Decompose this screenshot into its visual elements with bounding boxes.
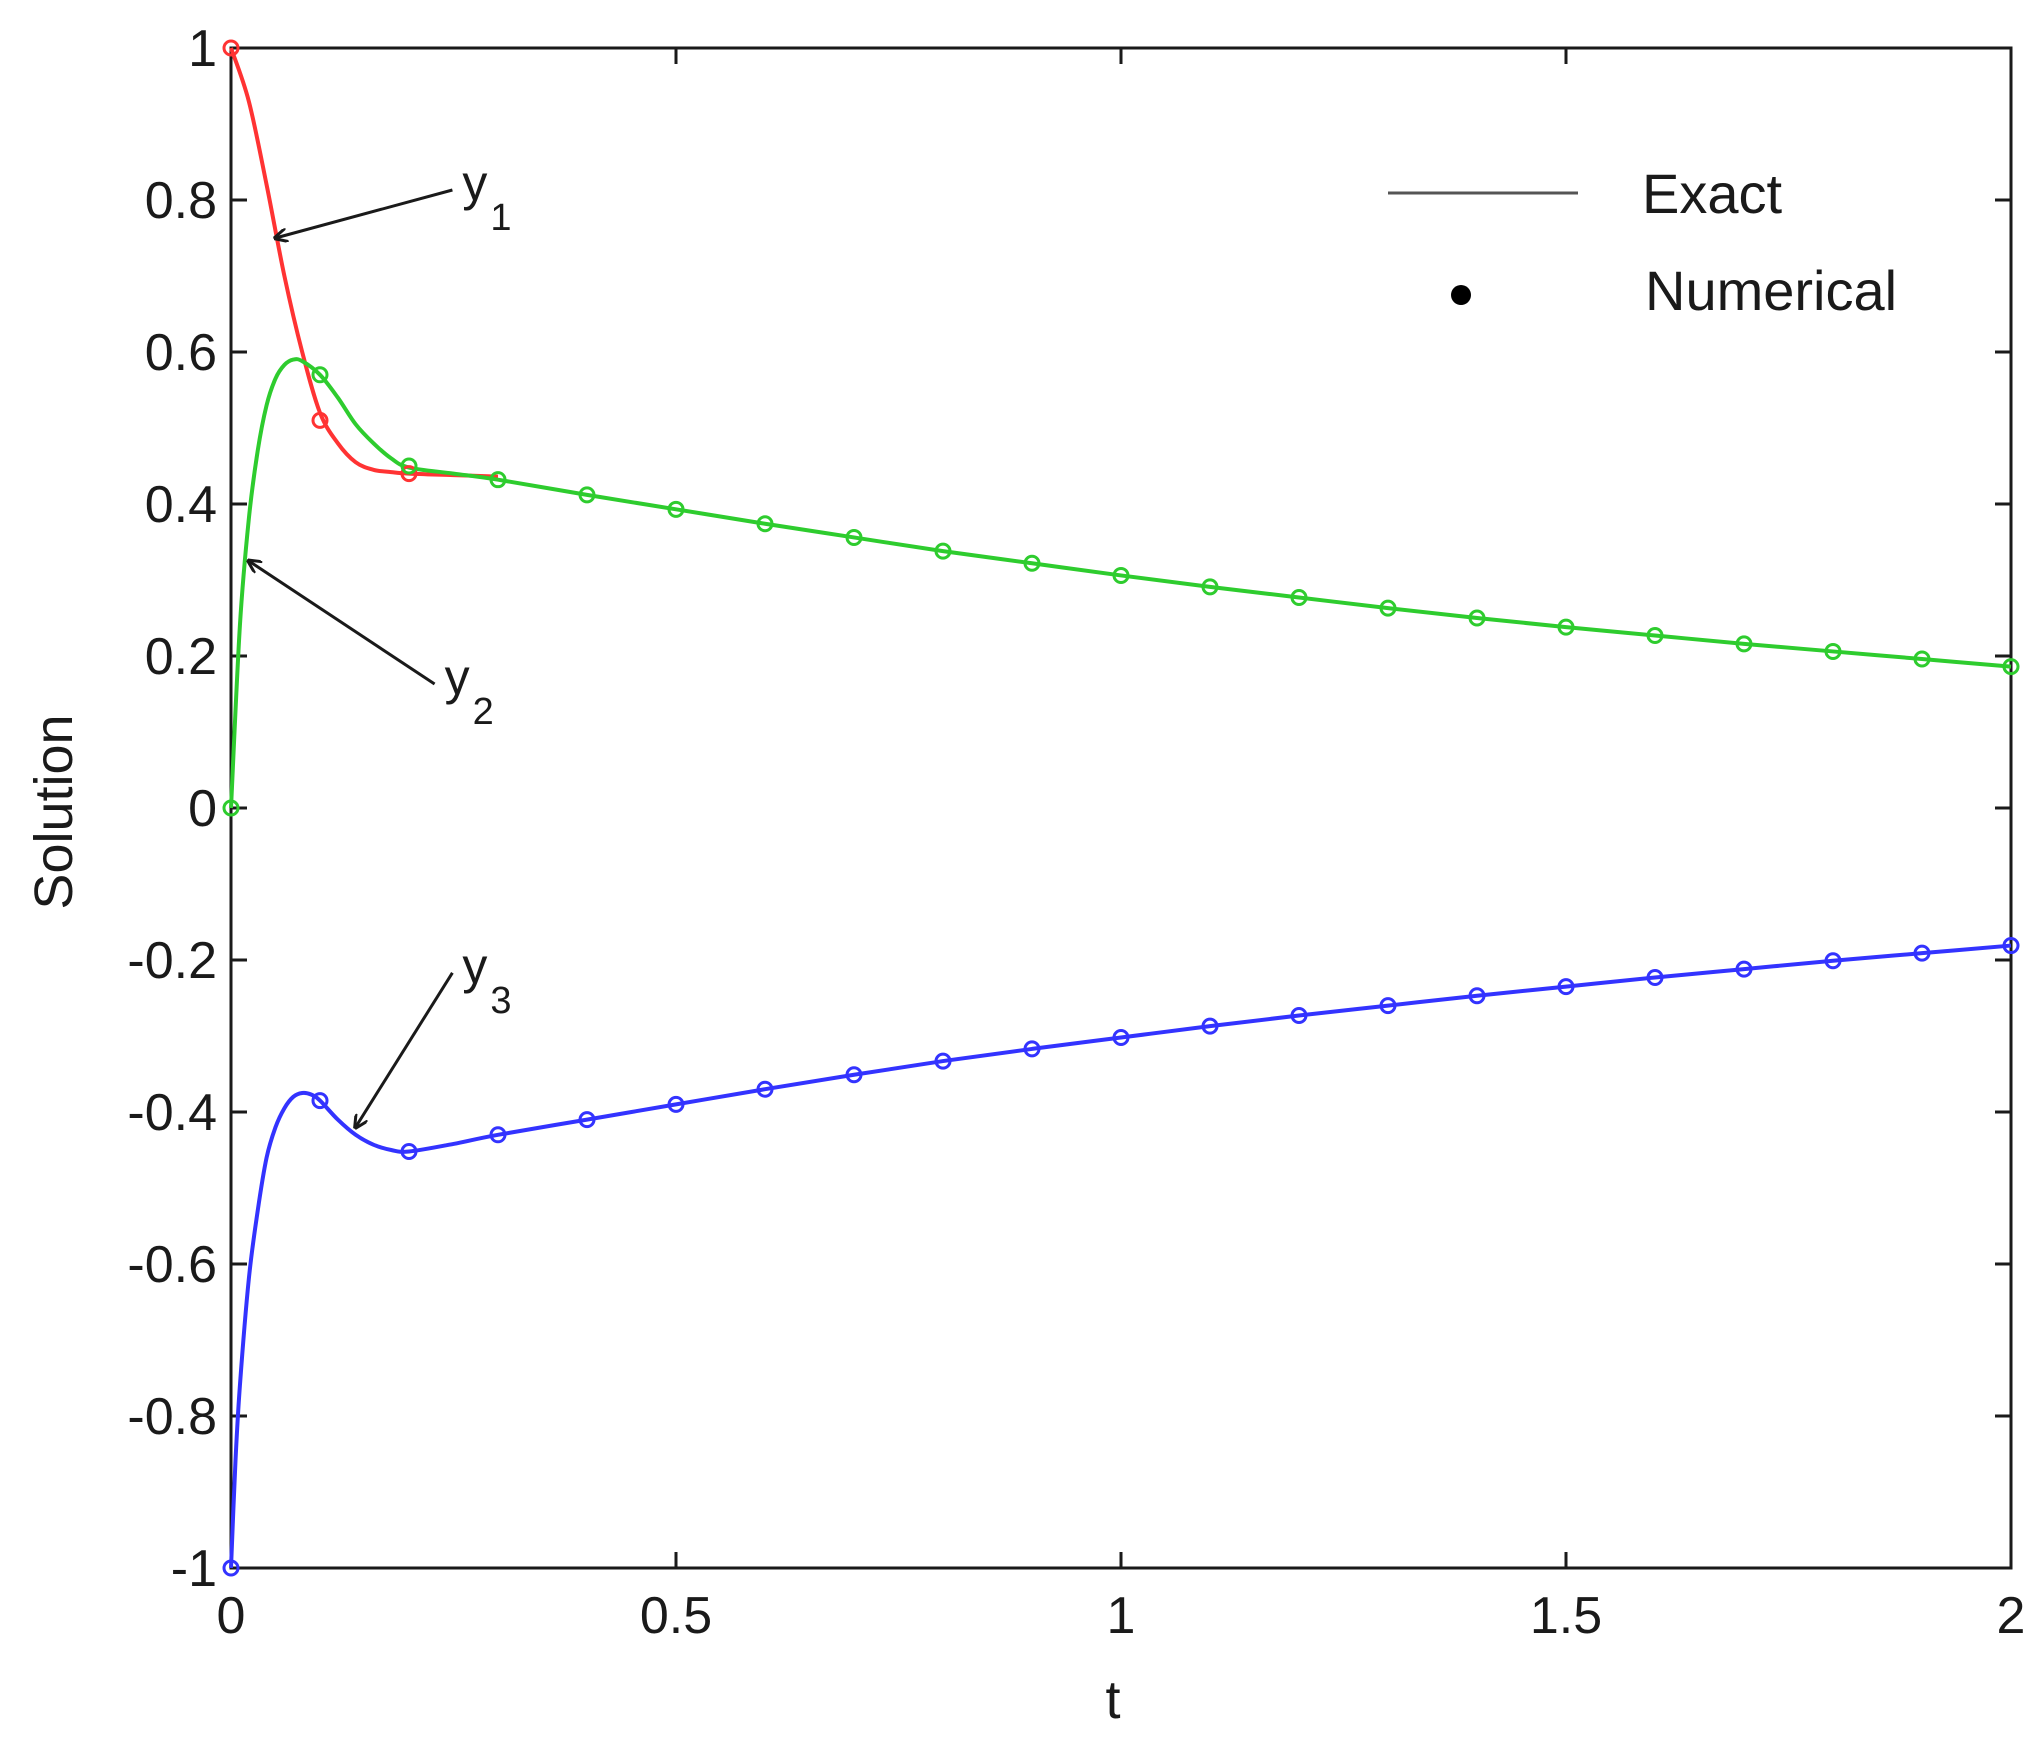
numerical-point-y2 [2002, 658, 2020, 676]
numerical-point-y2 [1557, 618, 1575, 636]
plot-area [229, 46, 2013, 1570]
numerical-point-y2 [667, 500, 685, 518]
annotation-label: y [462, 155, 487, 211]
numerical-point-y3 [1023, 1040, 1041, 1058]
legend-exact-label: Exact [1642, 162, 1782, 225]
numerical-point-y2 [1201, 578, 1219, 596]
numerical-point-y3 [667, 1095, 685, 1113]
numerical-point-y2 [1824, 642, 1842, 660]
x-tick-label: 2 [1997, 1587, 2026, 1645]
numerical-point-y2 [756, 515, 774, 533]
numerical-point-y3 [934, 1052, 952, 1070]
y-tick-label: -0.2 [127, 932, 217, 990]
numerical-point-y3 [489, 1126, 507, 1144]
x-tick-label: 1.5 [1530, 1587, 1602, 1645]
y-tick-label: -0.4 [127, 1084, 217, 1142]
annotation-label: y [462, 938, 487, 994]
numerical-point-y3 [400, 1143, 418, 1161]
y-tick-label: -0.6 [127, 1236, 217, 1294]
annotation-arrow [276, 188, 453, 238]
numerical-point-y2 [934, 542, 952, 560]
numerical-point-y3 [756, 1080, 774, 1098]
y-tick-label: 0.6 [145, 324, 217, 382]
x-tick-label: 0.5 [640, 1587, 712, 1645]
numerical-point-y3 [578, 1111, 596, 1129]
numerical-point-y3 [1557, 978, 1575, 996]
numerical-point-y2 [1290, 588, 1308, 606]
axis-ticks: 0 0.5 1 1.5 2 -1 -0.8 -0.6 -0.4 -0.2 0 0.2 0.4 0.6 0.8… [127, 20, 2025, 1645]
numerical-point-y2 [1646, 626, 1664, 644]
numerical-point-y3 [1379, 997, 1397, 1015]
y-tick-label: 0.2 [145, 628, 217, 686]
annotation-subscript: 1 [490, 197, 511, 239]
numerical-point-y2 [311, 366, 329, 384]
series-line-y3 [229, 943, 2012, 1569]
numerical-point-y1 [311, 411, 329, 429]
x-tick-label: 1 [1107, 1587, 1136, 1645]
legend: Exact Numerical [1388, 162, 1897, 322]
numerical-point-y3 [1112, 1029, 1130, 1047]
series-line-y2 [229, 357, 2012, 809]
numerical-point-y3 [1735, 960, 1753, 978]
x-axis-label: t [1105, 1670, 1120, 1730]
numerical-point-y2 [1913, 650, 1931, 668]
numerical-point-y3 [311, 1092, 329, 1110]
y-tick-label: 0.4 [145, 476, 217, 534]
y-axis-label: Solution [24, 714, 84, 909]
numerical-point-y1 [222, 39, 240, 57]
numerical-point-y2 [845, 528, 863, 546]
numerical-point-y3 [1646, 968, 1664, 986]
numerical-point-y2 [1468, 609, 1486, 627]
y-tick-label: -1 [171, 1540, 217, 1598]
y-tick-label: 0.8 [145, 172, 217, 230]
annotation-arrow [356, 972, 454, 1127]
y-tick-label: 0 [188, 780, 217, 838]
annotation-subscript: 2 [473, 691, 494, 733]
numerical-point-y3 [222, 1559, 240, 1577]
numerical-point-y3 [1290, 1006, 1308, 1024]
numerical-point-y3 [1201, 1017, 1219, 1035]
annotation-label: y [445, 649, 470, 705]
numerical-point-y2 [400, 457, 418, 475]
numerical-point-y2 [1379, 599, 1397, 617]
numerical-point-y3 [1913, 944, 1931, 962]
series-markers [222, 39, 2020, 1577]
y-tick-label: -0.8 [127, 1388, 217, 1446]
legend-numerical-swatch [1451, 285, 1471, 305]
numerical-point-y2 [222, 799, 240, 817]
numerical-point-y2 [489, 471, 507, 489]
numerical-point-y3 [1468, 987, 1486, 1005]
numerical-point-y2 [1112, 566, 1130, 584]
numerical-point-y3 [1824, 952, 1842, 970]
numerical-point-y3 [2002, 937, 2020, 955]
annotation-arrow [249, 561, 436, 686]
legend-numerical-label: Numerical [1645, 259, 1897, 322]
numerical-point-y3 [845, 1066, 863, 1084]
y-tick-label: 1 [188, 20, 217, 78]
numerical-point-y2 [578, 486, 596, 504]
x-tick-label: 0 [217, 1587, 246, 1645]
numerical-point-y1 [400, 465, 418, 483]
annotation-subscript: 3 [490, 980, 511, 1022]
numerical-point-y2 [1735, 635, 1753, 653]
numerical-point-y2 [1023, 554, 1041, 572]
